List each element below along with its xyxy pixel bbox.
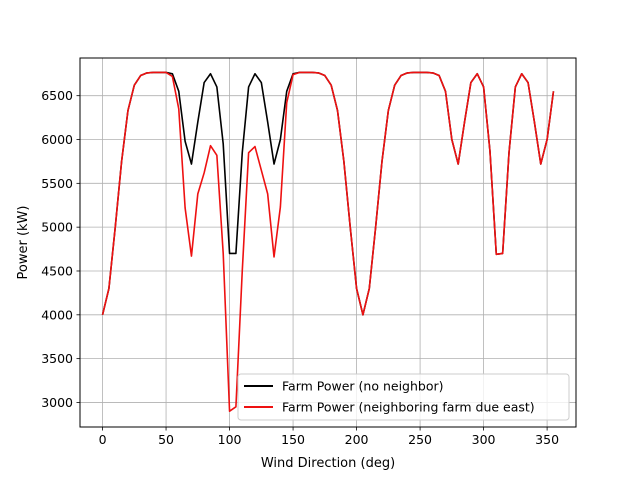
x-axis-label: Wind Direction (deg): [261, 456, 395, 471]
ticks: 0 50 100 150 200 250 300 350 3000 3500 4000 4500 500…: [41, 88, 559, 447]
x-tick-label: 200: [345, 432, 369, 447]
y-tick-label: 6000: [41, 132, 73, 147]
y-tick-label: 3000: [41, 395, 73, 410]
plot-area: [80, 58, 576, 427]
legend: Farm Power (no neighbor) Farm Power (nei…: [237, 373, 570, 421]
y-tick-label: 5500: [41, 176, 73, 191]
y-tick-label: 5000: [41, 220, 73, 235]
y-tick-label: 4000: [41, 307, 73, 322]
x-tick-label: 100: [218, 432, 242, 447]
x-tick-label: 0: [99, 432, 107, 447]
x-tick-label: 250: [408, 432, 432, 447]
x-tick-label: 50: [158, 432, 174, 447]
y-tick-label: 6500: [41, 88, 73, 103]
x-tick-label: 150: [281, 432, 305, 447]
legend-label-neighboring-farm: Farm Power (neighboring farm due east): [282, 400, 535, 415]
x-tick-label: 300: [472, 432, 496, 447]
x-tick-label: 350: [535, 432, 559, 447]
legend-label-no-neighbor: Farm Power (no neighbor): [282, 379, 444, 394]
series-layer: [101, 71, 555, 413]
y-tick-label: 3500: [41, 351, 73, 366]
grid: [80, 58, 576, 427]
y-tick-label: 4500: [41, 263, 73, 278]
plot-frame: [79, 57, 577, 428]
legend-box: [237, 373, 570, 421]
y-axis-label: Power (kW): [16, 206, 31, 280]
series-line-neighboring-farm: [101, 71, 555, 413]
